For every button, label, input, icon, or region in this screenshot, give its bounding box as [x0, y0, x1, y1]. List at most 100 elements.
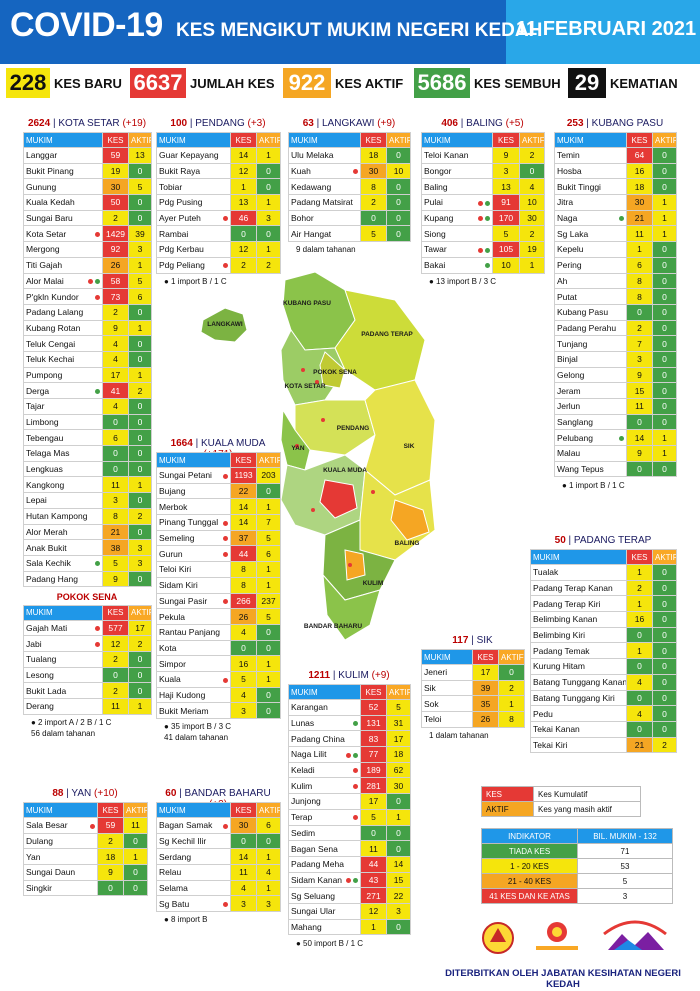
map-dot [315, 380, 319, 384]
aktif-value: 1 [128, 319, 152, 337]
mukim-name: Teloi Kiri [156, 561, 231, 578]
mukim-label: Kupang [424, 213, 454, 224]
legend-text: Kes yang masih aktif [533, 801, 641, 817]
kes-value: 30 [360, 162, 387, 180]
note-text: 56 dalam tahanan [31, 728, 96, 738]
kes-value: 2 [626, 579, 653, 597]
mukim-label: Belimbing Kanan [533, 614, 598, 625]
kes-value: 0 [230, 832, 257, 850]
table-row: Jerlun 11 0 [554, 398, 677, 415]
kes-value: 4 [230, 686, 257, 704]
mukim-name: Bukit Tinggi [554, 178, 627, 196]
kes-value: 9 [97, 864, 124, 881]
column-header-mukim: MUKIM [288, 684, 361, 700]
kes-value: 5 [492, 225, 520, 243]
aktif-value: 0 [652, 460, 677, 478]
column-header-mukim: MUKIM [288, 132, 361, 148]
aktif-value: 2 [256, 256, 281, 274]
aktif-value: 8 [498, 711, 525, 728]
mukim-label: Kota [159, 642, 177, 653]
mukim-label: Sedim [291, 827, 316, 838]
aktif-value: 0 [386, 824, 411, 842]
district-heading: 88 | YAN (+10) [23, 788, 147, 799]
kes-value: 19 [102, 162, 129, 180]
kes-value: 2 [102, 209, 129, 227]
district-total: 2624 [27, 118, 51, 129]
aktif-value: 0 [128, 682, 152, 700]
mukim-name: Siong [421, 225, 493, 243]
mukim-label: Sidam Kiri [159, 580, 198, 591]
aktif-value: 15 [386, 871, 411, 889]
mukim-name: Gajah Mati [23, 619, 103, 637]
district-total: 63 [302, 118, 314, 129]
table-row: Bukit Raya 12 0 [156, 162, 281, 180]
aktif-value: 14 [386, 855, 411, 873]
mukim-label: Bukit Lada [26, 685, 67, 696]
aktif-value: 2 [128, 635, 152, 652]
note-text: ● 2 import A / 2 B / 1 C [31, 717, 112, 727]
mukim-label: Tunjang [557, 338, 588, 349]
kes-value: 15 [626, 382, 653, 399]
table-row: Bakai 10 1 [421, 256, 545, 274]
aktif-value: 0 [652, 256, 677, 274]
kes-value: 50 [102, 194, 129, 211]
column-header-aktif: AKTIF [128, 132, 152, 148]
table-row: Tobiar 1 0 [156, 178, 281, 196]
aktif-value: 5 [256, 608, 281, 625]
mukim-name: Jerlun [554, 398, 627, 415]
district-total: 1211 [308, 670, 331, 681]
note-text: ● 8 import B [164, 915, 208, 925]
mukim-label: Teloi Kanan [424, 150, 469, 161]
mukim-name: Kuala [156, 670, 231, 688]
table-row: Padang Temak 1 0 [530, 642, 677, 660]
aktif-value: 3 [128, 241, 152, 258]
district-name: | SIK [468, 635, 493, 646]
table-row: Padang Matsirat 2 0 [288, 194, 411, 211]
mukim-label: Semeling [159, 533, 195, 544]
map-dot [301, 368, 305, 372]
district-name: | PENDANG [187, 118, 248, 129]
aktif-value: 2 [128, 507, 152, 525]
table-row: Alor Merah 21 0 [23, 523, 152, 541]
kes-value: 43 [360, 871, 387, 889]
table-row: Sg Batu 3 3 [156, 895, 281, 913]
mukim-label: Derga [26, 385, 50, 396]
kes-value: 0 [626, 658, 653, 675]
mukim-name: Jabi [23, 635, 103, 652]
table-row: Bukit Tinggi 18 0 [554, 178, 677, 196]
mukim-label: Pumpong [26, 369, 63, 380]
page-title: COVID-19 [10, 6, 163, 44]
mukim-table: MUKIM KES AKTIF Gajah Mati 577 17 Jabi 12 2 Tuala… [23, 604, 152, 715]
aktif-value: 0 [652, 689, 677, 707]
indicator-value: 5 [577, 873, 673, 889]
map-label: POKOK SENA [313, 369, 357, 376]
column-header-aktif: AKTIF [652, 132, 677, 148]
kes-value: 8 [626, 272, 653, 290]
mukim-name: Rantau Panjang [156, 623, 231, 641]
mukim-label: Singkir [26, 883, 52, 894]
kes-value: 8 [626, 288, 653, 305]
mukim-label: Alor Merah [26, 526, 68, 537]
mukim-label: Malau [557, 448, 581, 459]
mukim-label: Hutan Kampong [26, 511, 88, 522]
mukim-label: Pering [557, 260, 582, 271]
district-total: 100 [170, 118, 188, 129]
mukim-name: Kuah [288, 162, 361, 180]
mukim-name: Ayer Puteh [156, 209, 231, 227]
table-row: Tajar 4 0 [23, 398, 152, 415]
mukim-label: Serdang [159, 851, 192, 862]
aktif-value: 0 [652, 162, 677, 180]
mukim-name: Tekai Kiri [530, 736, 627, 754]
district-total: 406 [441, 118, 458, 129]
green-dot-icon [95, 388, 100, 394]
kes-value: 14 [230, 514, 257, 531]
table-row: Derga 41 2 [23, 382, 152, 399]
mukim-name: Keladi [288, 761, 361, 779]
aktif-value: 0 [128, 492, 152, 509]
aktif-value: 0 [128, 650, 152, 668]
mukim-name: Langgar [23, 147, 103, 164]
mukim-name: Kulim [288, 777, 361, 795]
map-kulim-hotspot [344, 549, 366, 581]
aktif-value: 0 [652, 319, 677, 337]
mukim-name: Serdang [156, 848, 231, 866]
